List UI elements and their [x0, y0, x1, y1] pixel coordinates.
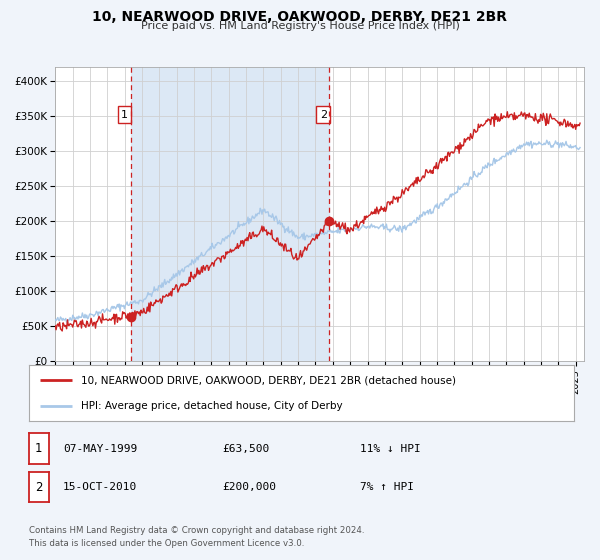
Text: 11% ↓ HPI: 11% ↓ HPI — [360, 444, 421, 454]
Text: £63,500: £63,500 — [222, 444, 269, 454]
Text: £200,000: £200,000 — [222, 482, 276, 492]
Text: 07-MAY-1999: 07-MAY-1999 — [63, 444, 137, 454]
Text: 7% ↑ HPI: 7% ↑ HPI — [360, 482, 414, 492]
Text: 1: 1 — [121, 110, 128, 120]
Text: 10, NEARWOOD DRIVE, OAKWOOD, DERBY, DE21 2BR: 10, NEARWOOD DRIVE, OAKWOOD, DERBY, DE21… — [92, 10, 508, 24]
Text: 2: 2 — [35, 480, 43, 494]
Text: 2: 2 — [320, 110, 327, 120]
Text: Price paid vs. HM Land Registry's House Price Index (HPI): Price paid vs. HM Land Registry's House … — [140, 21, 460, 31]
Text: HPI: Average price, detached house, City of Derby: HPI: Average price, detached house, City… — [80, 401, 342, 411]
Text: 1: 1 — [35, 442, 43, 455]
Text: 15-OCT-2010: 15-OCT-2010 — [63, 482, 137, 492]
Bar — [131, 67, 329, 361]
Text: This data is licensed under the Open Government Licence v3.0.: This data is licensed under the Open Gov… — [29, 539, 304, 548]
Text: Contains HM Land Registry data © Crown copyright and database right 2024.: Contains HM Land Registry data © Crown c… — [29, 526, 364, 535]
Text: 10, NEARWOOD DRIVE, OAKWOOD, DERBY, DE21 2BR (detached house): 10, NEARWOOD DRIVE, OAKWOOD, DERBY, DE21… — [80, 375, 455, 385]
